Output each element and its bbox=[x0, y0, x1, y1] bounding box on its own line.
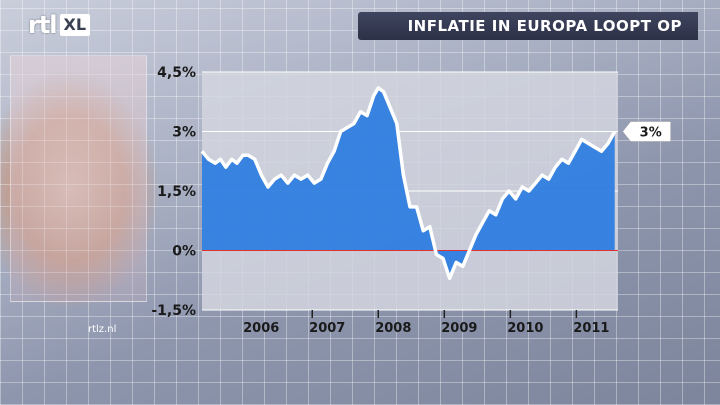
x-tick-label: 2006 bbox=[243, 321, 279, 336]
callout-shape bbox=[622, 121, 671, 142]
y-tick-label: -1,5% bbox=[151, 303, 196, 319]
chart-title: INFLATIE IN EUROPA LOOPT OP bbox=[407, 17, 682, 35]
y-axis: 4,5% 3% 1,5% 0% -1,5% bbox=[151, 65, 196, 319]
x-tick-label: 2008 bbox=[375, 321, 411, 336]
y-tick-label: 3% bbox=[172, 125, 196, 141]
x-tick-label: 2007 bbox=[309, 321, 345, 336]
x-tick-label: 2009 bbox=[441, 321, 477, 336]
watermark: rtlz.nl bbox=[88, 324, 117, 335]
title-banner: INFLATIE IN EUROPA LOOPT OP bbox=[358, 12, 698, 40]
inflation-area bbox=[202, 87, 615, 279]
channel-logo: rtl XL bbox=[28, 11, 91, 39]
inflation-line bbox=[200, 86, 617, 281]
x-axis: 2006 2007 2008 2009 2010 2011 bbox=[243, 310, 609, 336]
x-tick-label: 2010 bbox=[507, 321, 543, 336]
euro-banknote bbox=[10, 55, 147, 302]
logo-xl-badge: XL bbox=[59, 14, 91, 36]
logo-rtl: rtl bbox=[28, 11, 58, 39]
x-tick-label: 2011 bbox=[573, 321, 609, 336]
y-tick-label: 0% bbox=[172, 244, 196, 260]
y-tick-label: 4,5% bbox=[157, 65, 196, 81]
last-value-callout: 3% bbox=[622, 121, 671, 142]
y-tick-label: 1,5% bbox=[157, 184, 196, 200]
last-value-label: 3% bbox=[640, 126, 662, 141]
